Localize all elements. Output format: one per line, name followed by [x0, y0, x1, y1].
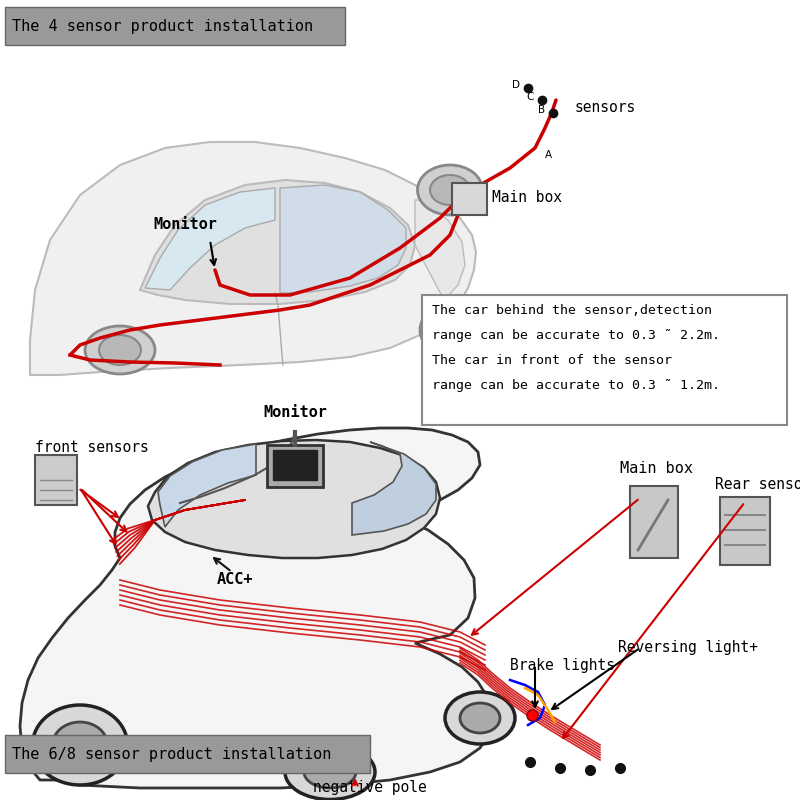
Polygon shape — [140, 180, 415, 304]
Ellipse shape — [33, 705, 127, 785]
Polygon shape — [352, 442, 436, 535]
Text: Main box: Main box — [620, 461, 693, 476]
Text: sensors: sensors — [575, 101, 636, 115]
Ellipse shape — [460, 703, 500, 733]
Ellipse shape — [53, 722, 107, 768]
Text: Reversing light+: Reversing light+ — [618, 640, 758, 655]
FancyBboxPatch shape — [5, 7, 345, 45]
Text: Brake lights: Brake lights — [510, 658, 615, 673]
FancyBboxPatch shape — [630, 486, 678, 558]
Ellipse shape — [285, 745, 375, 799]
FancyBboxPatch shape — [720, 497, 770, 565]
Text: The 6/8 sensor product installation: The 6/8 sensor product installation — [12, 746, 331, 762]
FancyBboxPatch shape — [5, 735, 370, 773]
Text: The car in front of the sensor: The car in front of the sensor — [432, 354, 672, 366]
Polygon shape — [280, 185, 406, 293]
Text: front sensors: front sensors — [35, 440, 149, 455]
Ellipse shape — [99, 335, 141, 365]
Ellipse shape — [85, 326, 155, 374]
Text: Rear sensors: Rear sensors — [715, 477, 800, 492]
Polygon shape — [20, 428, 492, 788]
Text: Monitor: Monitor — [263, 405, 327, 420]
Text: Monitor: Monitor — [153, 217, 217, 232]
Polygon shape — [30, 142, 476, 375]
Ellipse shape — [445, 692, 515, 744]
Polygon shape — [148, 440, 440, 558]
Text: The 4 sensor product installation: The 4 sensor product installation — [12, 18, 313, 34]
Text: B: B — [538, 105, 545, 115]
Ellipse shape — [420, 302, 490, 358]
FancyBboxPatch shape — [273, 450, 317, 480]
Ellipse shape — [430, 175, 470, 205]
Polygon shape — [158, 444, 256, 527]
Ellipse shape — [418, 165, 482, 215]
FancyBboxPatch shape — [452, 183, 487, 215]
Text: The car behind the sensor,detection: The car behind the sensor,detection — [432, 303, 712, 317]
Text: range can be accurate to 0.3 ˜ 2.2m.: range can be accurate to 0.3 ˜ 2.2m. — [432, 329, 720, 342]
FancyBboxPatch shape — [267, 445, 323, 487]
FancyBboxPatch shape — [35, 455, 77, 505]
Text: Main box: Main box — [492, 190, 562, 205]
Text: C: C — [526, 92, 534, 102]
Ellipse shape — [434, 314, 476, 346]
FancyBboxPatch shape — [422, 295, 787, 425]
Text: range can be accurate to 0.3 ˜ 1.2m.: range can be accurate to 0.3 ˜ 1.2m. — [432, 378, 720, 391]
Text: D: D — [512, 80, 520, 90]
Polygon shape — [415, 200, 465, 300]
Text: A: A — [545, 150, 552, 160]
Text: negative pole: negative pole — [313, 780, 427, 795]
Text: ACC+: ACC+ — [217, 572, 254, 587]
Polygon shape — [145, 188, 275, 290]
Ellipse shape — [304, 756, 356, 788]
